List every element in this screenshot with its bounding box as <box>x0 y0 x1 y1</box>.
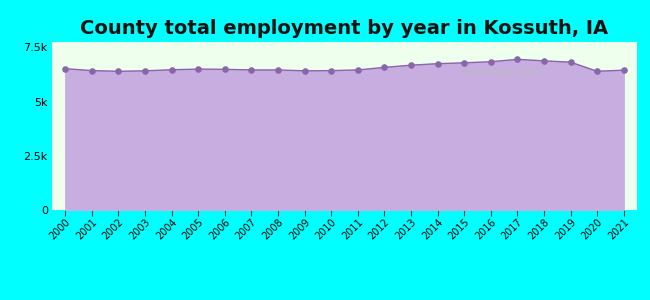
Point <box>246 68 257 72</box>
Point <box>326 68 337 73</box>
Point <box>406 63 416 68</box>
Point <box>486 59 496 64</box>
Point <box>459 60 469 65</box>
Point <box>592 69 603 74</box>
Point <box>166 67 177 72</box>
Point <box>379 65 389 70</box>
Point <box>566 60 576 64</box>
Title: County total employment by year in Kossuth, IA: County total employment by year in Kossu… <box>81 19 608 38</box>
Point <box>539 58 549 63</box>
Point <box>220 67 230 72</box>
Point <box>60 66 70 71</box>
Point <box>432 61 443 66</box>
Point <box>273 68 283 72</box>
Point <box>193 67 203 71</box>
Point <box>619 68 629 73</box>
Point <box>352 68 363 72</box>
Point <box>300 68 310 73</box>
Point <box>113 69 124 74</box>
Point <box>140 68 150 73</box>
Point <box>86 68 97 73</box>
Text: City-Data.com: City-Data.com <box>462 68 541 78</box>
Point <box>512 57 523 62</box>
